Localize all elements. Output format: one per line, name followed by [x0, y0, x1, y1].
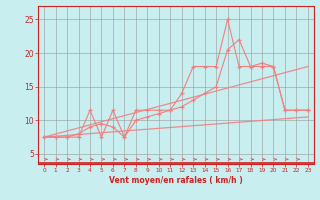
- X-axis label: Vent moyen/en rafales ( km/h ): Vent moyen/en rafales ( km/h ): [109, 176, 243, 185]
